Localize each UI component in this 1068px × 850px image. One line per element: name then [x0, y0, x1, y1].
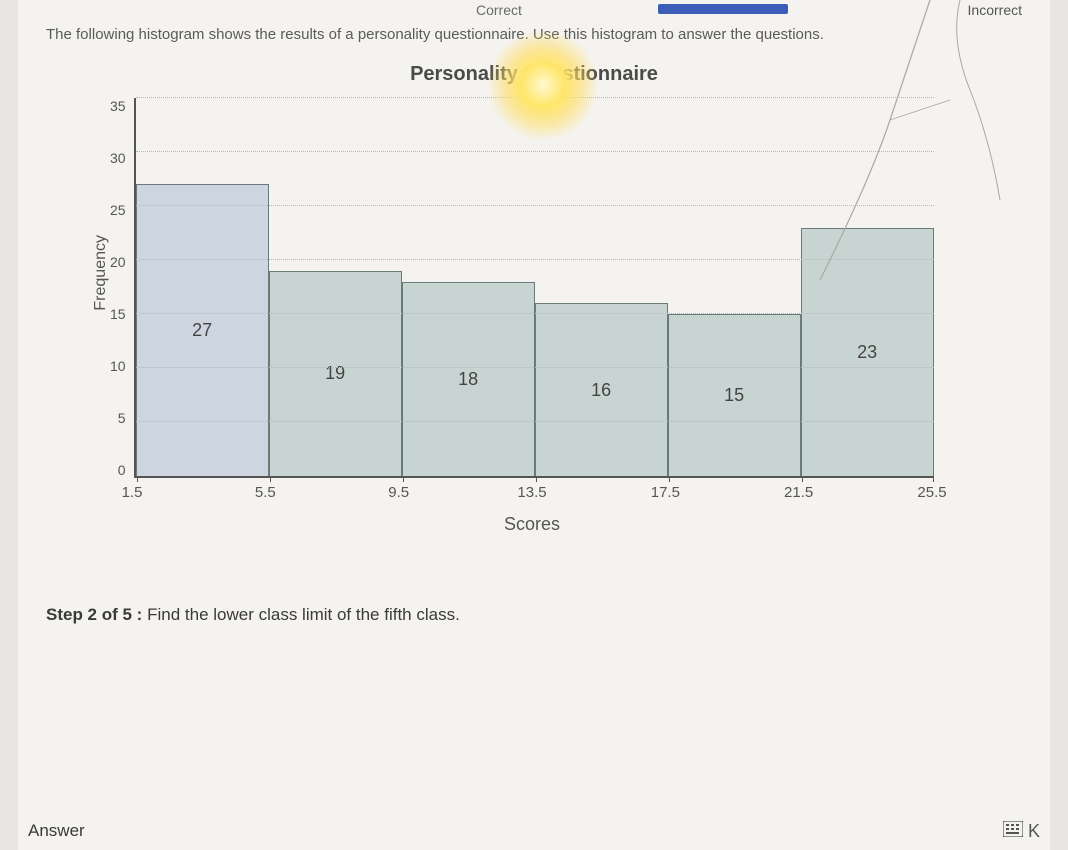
gridline	[136, 97, 934, 98]
gridline	[136, 259, 934, 260]
y-tick: 10	[110, 358, 126, 374]
gridline	[136, 367, 934, 368]
calc-label: K	[1028, 821, 1040, 841]
x-tick: 17.5	[651, 484, 680, 501]
x-tick: 5.5	[255, 484, 276, 501]
keyboard-icon[interactable]: K	[1003, 821, 1040, 842]
y-axis-ticks: 35 30 25 20 15 10 5 0	[110, 98, 134, 478]
step-text: Find the lower class limit of the fifth …	[147, 605, 460, 624]
y-tick: 0	[118, 462, 126, 478]
histogram-bar: 23	[801, 228, 934, 476]
y-tick: 25	[110, 202, 126, 218]
y-axis-label: Frequency	[86, 235, 110, 311]
status-row: Correct Incorrect	[46, 0, 1022, 24]
y-tick: 30	[110, 150, 126, 166]
y-tick: 35	[110, 98, 126, 114]
histogram-bar: 18	[402, 282, 535, 476]
x-tick: 13.5	[517, 484, 546, 501]
x-tick: 25.5	[917, 484, 946, 501]
histogram-bar: 16	[535, 303, 668, 476]
y-tick: 20	[110, 254, 126, 270]
gridline	[136, 421, 934, 422]
y-tick: 15	[110, 306, 126, 322]
histogram-bar: 15	[668, 314, 801, 476]
histogram-bar: 27	[136, 184, 269, 476]
x-tick: 21.5	[784, 484, 813, 501]
step-prefix: Step 2 of 5 :	[46, 605, 142, 624]
x-axis-label: Scores	[132, 514, 932, 535]
x-axis-ticks: 1.55.59.513.517.521.525.5	[132, 478, 932, 504]
answer-label: Answer	[28, 821, 85, 842]
x-tickmark	[933, 476, 934, 482]
gridline	[136, 313, 934, 314]
intro-text: The following histogram shows the result…	[46, 24, 1022, 45]
incorrect-label: Incorrect	[968, 2, 1022, 18]
histogram-bar: 19	[269, 271, 402, 476]
step-instruction: Step 2 of 5 : Find the lower class limit…	[46, 605, 1022, 625]
y-tick: 5	[118, 410, 126, 426]
chart-area: Frequency 35302520151050 271918161523	[86, 98, 1022, 478]
x-tick: 1.5	[122, 484, 143, 501]
answer-row: Answer K	[18, 821, 1050, 842]
x-tick: 9.5	[388, 484, 409, 501]
gridline	[136, 205, 934, 206]
plot-area: 271918161523	[134, 98, 934, 478]
progress-segment	[658, 4, 788, 14]
chart-title: Personality Questionnaire	[46, 63, 1022, 86]
correct-label: Correct	[476, 2, 522, 18]
bars-container: 271918161523	[136, 98, 934, 476]
page-container: Correct Incorrect The following histogra…	[18, 0, 1050, 850]
gridline	[136, 151, 934, 152]
x-axis-wrap: 1.55.59.513.517.521.525.5	[132, 478, 932, 504]
